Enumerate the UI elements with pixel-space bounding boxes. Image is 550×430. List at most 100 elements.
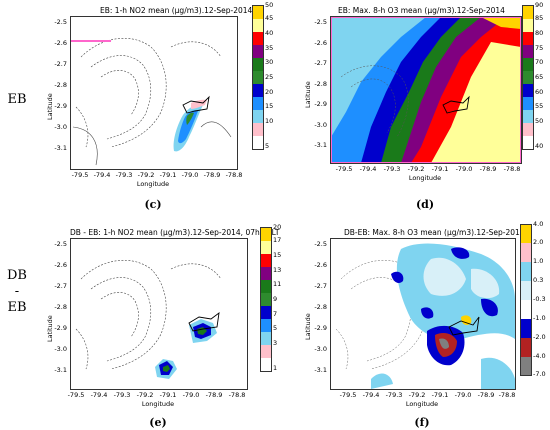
panel-c-ytick: -2.5 <box>54 18 67 26</box>
panel-c-cb-tick: 25 <box>265 73 274 81</box>
panel-e-ytick: -2.8 <box>54 303 67 311</box>
panel-d-cb-tick: 80 <box>535 29 544 37</box>
panel-c-ytick: -2.8 <box>54 81 67 89</box>
panel-c-ytick: -3.0 <box>54 123 67 131</box>
panel-e-cb-tick: 20 <box>273 223 282 231</box>
panel-f-xtick: -79.0 <box>454 391 472 399</box>
panel-e-cb-tick: 3 <box>273 339 278 347</box>
panel-f-xtick: -79.3 <box>385 391 403 399</box>
panel-d-xtick: -79.0 <box>455 165 473 173</box>
panel-c-ytick: -2.6 <box>54 39 67 47</box>
panel-c-cb-tick: 35 <box>265 44 274 52</box>
panel-c-map-svg <box>71 37 232 166</box>
panel-d-cb-tick: 50 <box>535 117 544 125</box>
panel-e-xtick: -79.1 <box>159 391 177 399</box>
panel-f-ytick: -2.6 <box>314 261 327 269</box>
panel-d-cb-tick: 60 <box>535 88 544 96</box>
panel-f-map-svg <box>335 243 515 389</box>
panel-e-xtick: -79.5 <box>67 391 85 399</box>
panel-f-ytick: -2.7 <box>314 282 327 290</box>
panel-d-cb-tick: 85 <box>535 14 544 22</box>
panel-c-xtick: -79.4 <box>93 171 111 179</box>
panel-c-xtick: -78.9 <box>203 171 221 179</box>
panel-c-xtick: -79.1 <box>159 171 177 179</box>
panel-e: DB - EB: 1-h NO2 mean (µg/m3).12-Sep-201… <box>40 222 290 430</box>
panel-d-ytick: -3.1 <box>314 141 327 149</box>
panel-f-cb-tick: 4.0 <box>533 220 544 228</box>
panel-e-ytick: -3.0 <box>54 345 67 353</box>
row-label-db: DB <box>7 268 27 283</box>
panel-e-cb-tick: 17 <box>273 236 282 244</box>
panel-f-xtick: -79.1 <box>431 391 449 399</box>
row-label-eb-text: EB <box>7 92 27 107</box>
panel-f-cb-tick: -0.3 <box>533 295 546 303</box>
panel-d-colorbar <box>522 5 534 150</box>
row-label-db-eb: DB - EB <box>0 268 34 316</box>
panel-f-title: DB-EB: Max. 8-h O3 mean (µg/m3).12-Sep-2… <box>344 228 525 237</box>
panel-c-cb-tick: 10 <box>265 117 274 125</box>
panel-d-cb-tick: 65 <box>535 73 544 81</box>
panel-d-ytick: -2.7 <box>314 59 327 67</box>
panel-d-cb-tick: 90 <box>535 1 544 9</box>
panel-e-xlabel: Longitude <box>141 400 175 408</box>
panel-e-xtick: -79.2 <box>136 391 154 399</box>
panel-c-cb-tick: 50 <box>265 1 274 9</box>
panel-e-cb-tick: 1 <box>273 364 278 372</box>
panel-f-cb-tick: 0.3 <box>533 276 544 284</box>
panel-f-ytick: -2.9 <box>314 324 327 332</box>
panel-d: EB: Max. 8-h O3 mean (µg/m3).12-Sep-2014… <box>300 0 550 215</box>
panel-d-xlabel: Longitude <box>408 174 442 182</box>
panel-f-ytick: -2.8 <box>314 303 327 311</box>
panel-f-cb-tick: -2.0 <box>533 333 546 341</box>
panel-e-title: DB - EB: 1-h NO2 mean (µg/m3).12-Sep-201… <box>70 228 280 237</box>
panel-c-xtick: -79.3 <box>115 171 133 179</box>
panel-d-map <box>330 16 522 164</box>
panel-c-ytick: -2.9 <box>54 102 67 110</box>
panel-c-xtick: -79.5 <box>71 171 89 179</box>
panel-f-cb-tick: -7.0 <box>533 370 546 378</box>
panel-c-ytick: -3.1 <box>54 144 67 152</box>
panel-e-cb-tick: 15 <box>273 251 282 259</box>
panel-e-xtick: -79.0 <box>182 391 200 399</box>
panel-c-map <box>70 16 238 170</box>
panel-e-xtick: -78.8 <box>228 391 246 399</box>
panel-f-colorbar <box>520 224 532 376</box>
panel-d-xtick: -78.8 <box>503 165 521 173</box>
panel-f-label: (f) <box>414 416 430 429</box>
panel-d-xtick: -79.2 <box>407 165 425 173</box>
panel-d-title: EB: Max. 8-h O3 mean (µg/m3).12-Sep-2014 <box>338 6 505 15</box>
panel-f-ytick: -3.0 <box>314 345 327 353</box>
panel-e-cb-tick: 13 <box>273 266 282 274</box>
panel-e-map <box>70 238 248 390</box>
panel-c-xtick: -79.2 <box>137 171 155 179</box>
panel-d-xtick: -79.5 <box>335 165 353 173</box>
panel-d-xtick: -79.1 <box>431 165 449 173</box>
panel-f-cb-tick: -1.0 <box>533 314 546 322</box>
panel-d-ytick: -3.0 <box>314 121 327 129</box>
panel-f-ytick: -3.1 <box>314 366 327 374</box>
panel-e-ytick: -3.1 <box>54 366 67 374</box>
panel-e-colorbar <box>260 227 272 372</box>
panel-c-cb-tick: 40 <box>265 29 274 37</box>
panel-c-label: (c) <box>144 198 162 211</box>
panel-c-ytick: -2.7 <box>54 60 67 68</box>
panel-d-label: (d) <box>415 198 435 211</box>
panel-c-xtick: -78.8 <box>225 171 243 179</box>
panel-e-xtick: -79.4 <box>90 391 108 399</box>
panel-c-colorbar <box>252 5 264 150</box>
panel-d-cb-tick: 40 <box>535 142 544 150</box>
panel-d-ytick: -2.8 <box>314 80 327 88</box>
row-label-minus: - <box>14 284 20 299</box>
panel-e-ytick: -2.7 <box>54 282 67 290</box>
panel-d-map-svg <box>331 17 521 163</box>
panel-e-xtick: -78.9 <box>205 391 223 399</box>
panel-f-xtick: -78.9 <box>477 391 495 399</box>
panel-c-title: EB: 1-h NO2 mean (µg/m3).12-Sep-2014 <box>100 6 253 15</box>
row-label-eb2: EB <box>7 300 27 315</box>
panel-d-cb-tick: 75 <box>535 44 544 52</box>
panel-f-map <box>330 238 516 390</box>
panel-f-cb-tick: 1.0 <box>533 257 544 265</box>
panel-e-ytick: -2.9 <box>54 324 67 332</box>
panel-f-xtick: -78.8 <box>498 391 516 399</box>
panel-d-ytick: -2.5 <box>314 18 327 26</box>
